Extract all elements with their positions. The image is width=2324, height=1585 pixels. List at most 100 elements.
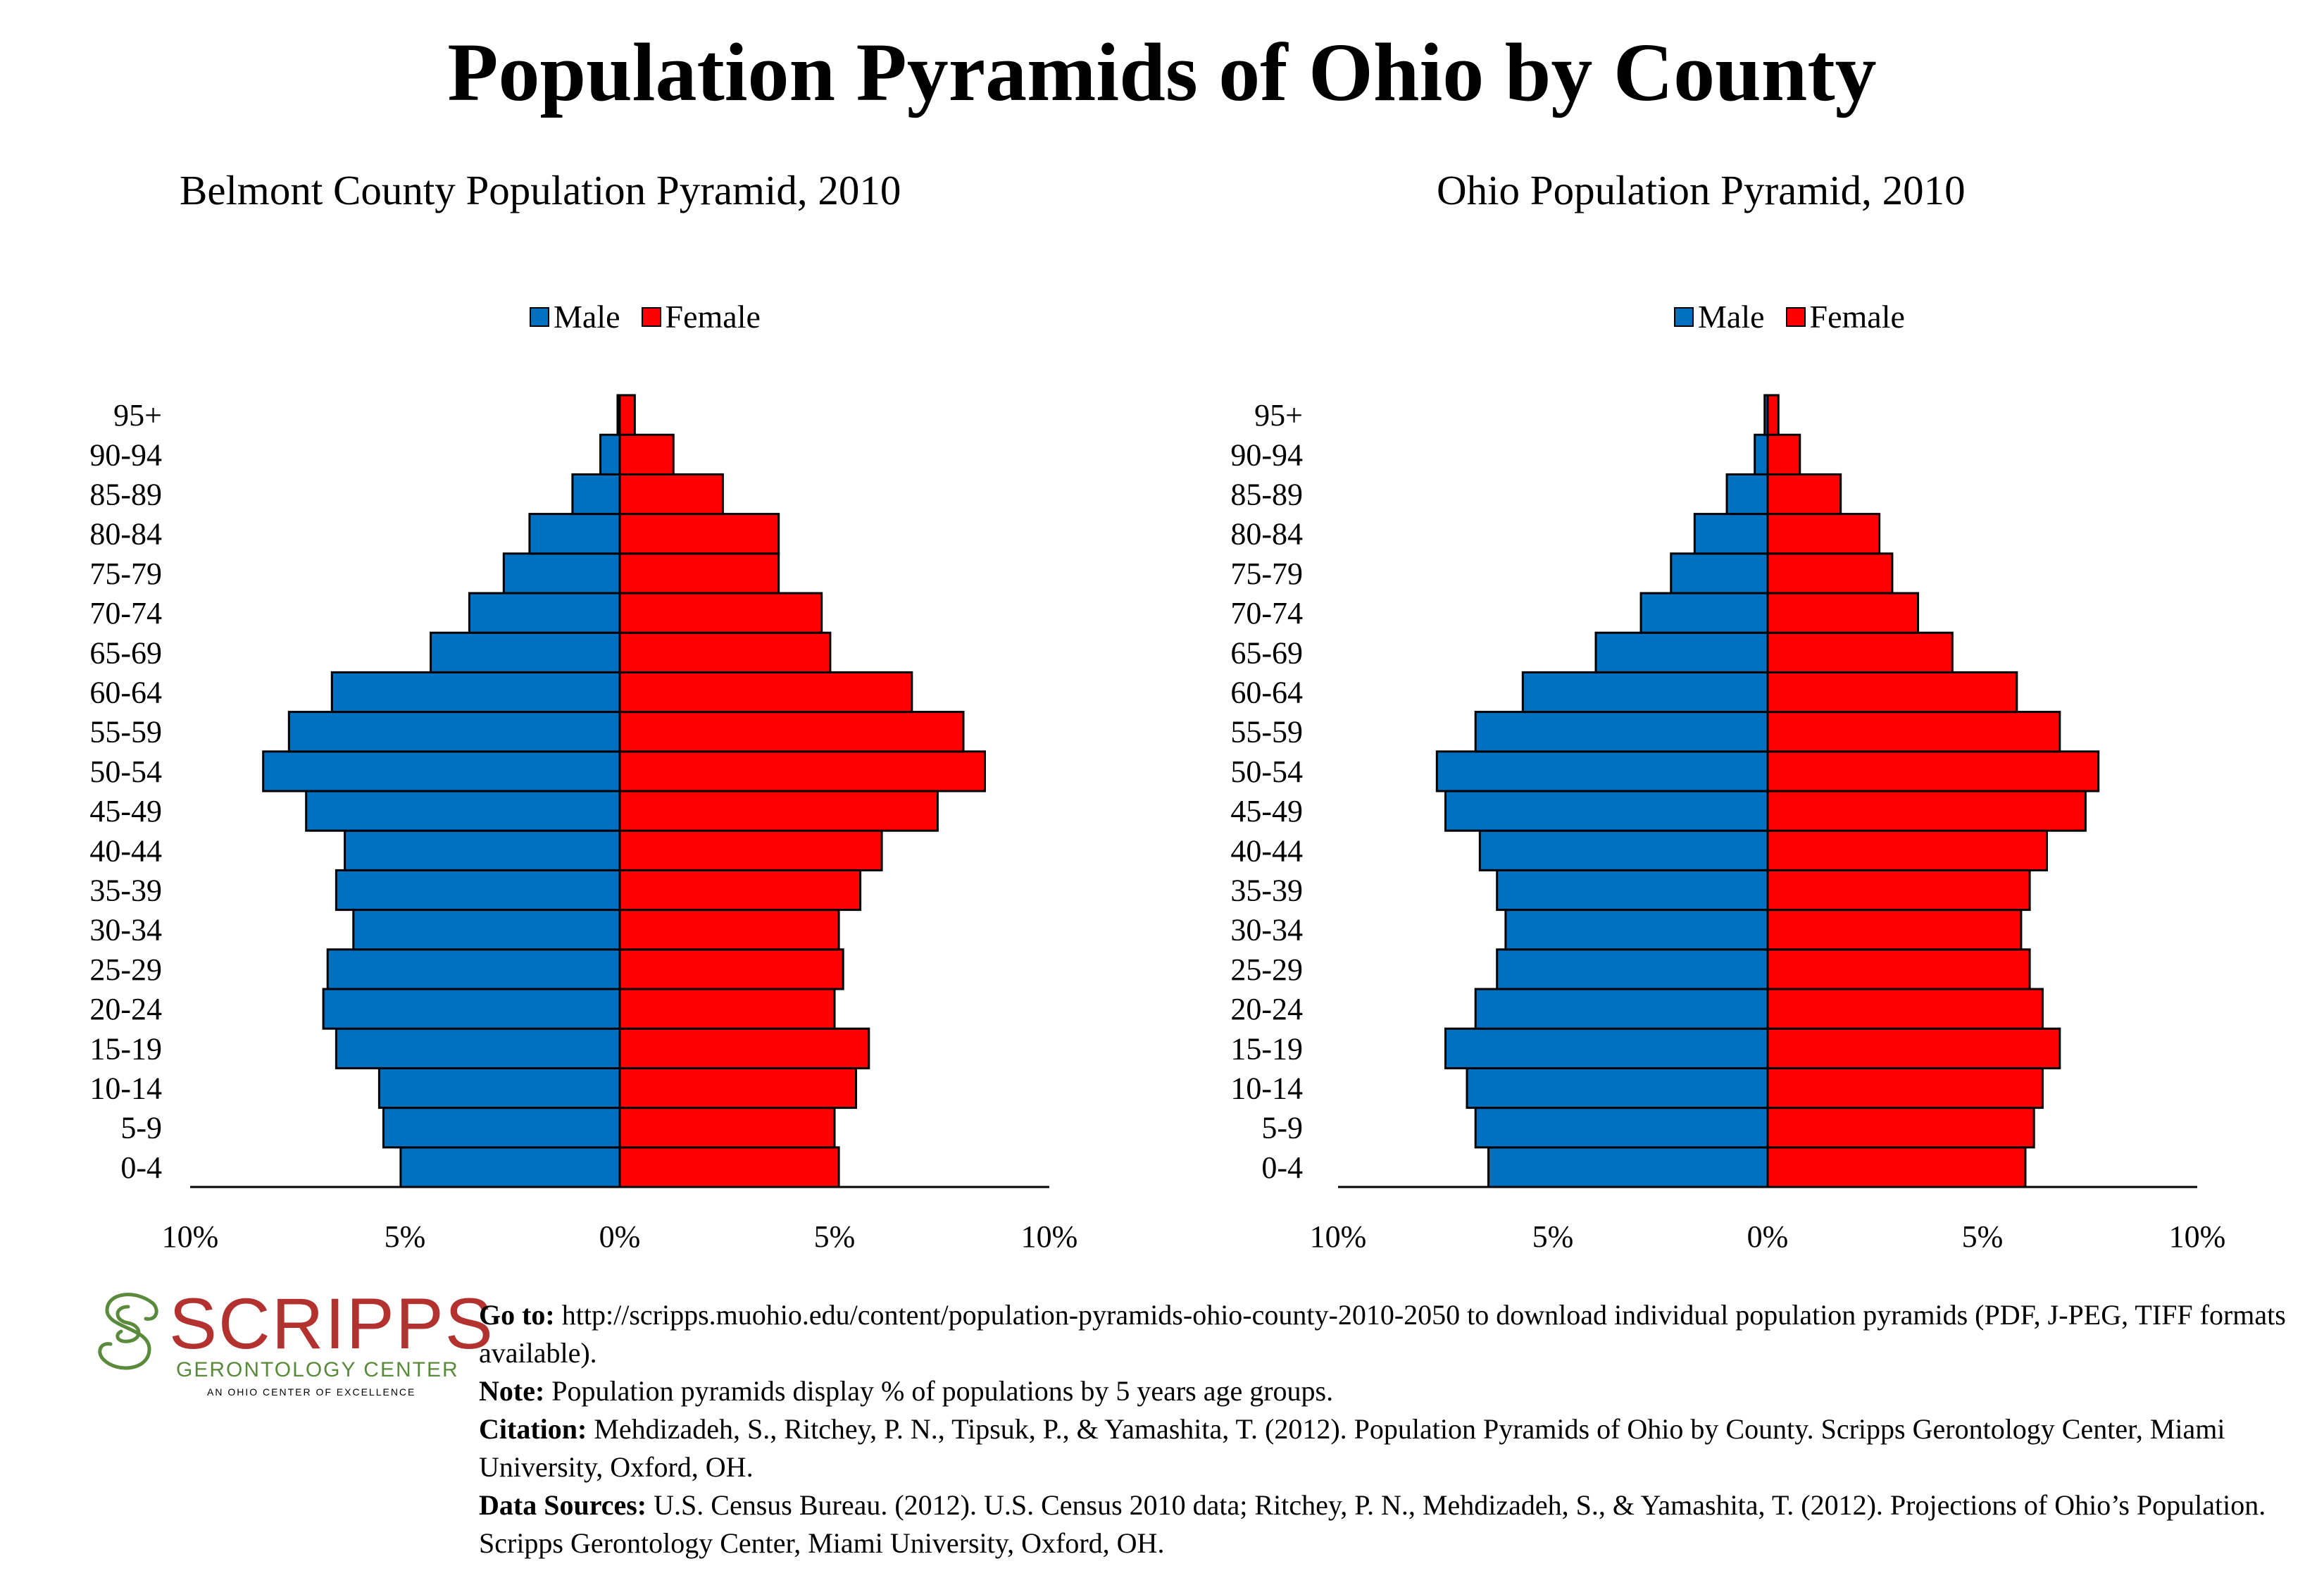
- male-bar-25-29: [326, 948, 621, 990]
- note-text: Population pyramids display % of populat…: [551, 1375, 1334, 1407]
- female-bar-40-44: [1766, 829, 2048, 871]
- x-tick-label: 10%: [162, 1219, 219, 1254]
- goto-label: Go to:: [479, 1299, 555, 1331]
- age-label-55-59: 55-59: [89, 715, 162, 750]
- female-bar-80-84: [618, 513, 780, 555]
- age-label-60-64: 60-64: [89, 676, 162, 710]
- female-bar-95+: [618, 394, 636, 436]
- age-label-15-19: 15-19: [1230, 1031, 1303, 1066]
- x-tick-label: 5%: [1962, 1219, 2004, 1254]
- female-bar-20-24: [1766, 988, 2044, 1030]
- male-bar-25-29: [1496, 948, 1769, 990]
- female-bar-70-74: [618, 592, 823, 634]
- chart-legend: Male Female: [1674, 296, 1926, 338]
- x-tick-label: 10%: [2169, 1219, 2226, 1254]
- male-bar-30-34: [352, 909, 621, 951]
- age-label-90-94: 90-94: [1230, 437, 1303, 472]
- age-label-20-24: 20-24: [89, 992, 162, 1026]
- female-bar-5-9: [618, 1107, 836, 1149]
- female-bar-90-94: [1766, 433, 1801, 476]
- age-label-75-79: 75-79: [89, 557, 162, 591]
- female-bar-0-4: [618, 1146, 840, 1188]
- female-bar-50-54: [1766, 750, 2100, 792]
- age-label-15-19: 15-19: [89, 1031, 162, 1066]
- age-label-0-4: 0-4: [120, 1150, 162, 1185]
- male-bar-0-4: [399, 1146, 621, 1188]
- age-label-40-44: 40-44: [89, 833, 162, 868]
- citation-label: Citation:: [479, 1413, 587, 1445]
- age-label-85-89: 85-89: [1230, 478, 1303, 512]
- male-bar-75-79: [502, 552, 621, 595]
- legend-swatch-female: [641, 307, 661, 327]
- age-label-45-49: 45-49: [89, 794, 162, 828]
- sources-label: Data Sources:: [479, 1489, 647, 1521]
- age-label-70-74: 70-74: [1230, 596, 1303, 630]
- male-bar-45-49: [305, 790, 621, 832]
- chart-legend: Male Female: [530, 296, 782, 338]
- pyramid-plot: 0-4 5-9 10-14 15-19 20-24 25-29 30-34 35-39 40-4…: [89, 394, 1078, 1254]
- age-label-50-54: 50-54: [1230, 754, 1303, 789]
- note-line: Note: Population pyramids display % of p…: [479, 1372, 2310, 1410]
- age-label-55-59: 55-59: [1230, 715, 1303, 750]
- age-label-65-69: 65-69: [1230, 635, 1303, 670]
- x-tick-label: 10%: [1310, 1219, 1367, 1254]
- female-bar-10-14: [618, 1067, 857, 1110]
- scripps-swirl-icon: [98, 1293, 158, 1370]
- female-bar-75-79: [618, 552, 780, 595]
- legend-swatch-male: [1674, 307, 1694, 327]
- x-tick-label: 5%: [814, 1219, 856, 1254]
- ohio-pyramid-chart: Ohio Population Pyramid, 2010 Male Femal…: [1141, 141, 2282, 1268]
- female-bar-60-64: [618, 671, 913, 714]
- female-bar-45-49: [618, 790, 939, 832]
- male-bar-90-94: [599, 433, 621, 476]
- male-bar-20-24: [322, 988, 621, 1030]
- female-bar-15-19: [1766, 1027, 2061, 1069]
- female-bar-55-59: [1766, 711, 2061, 753]
- male-bar-10-14: [1466, 1067, 1769, 1110]
- age-label-20-24: 20-24: [1230, 992, 1303, 1026]
- female-bar-60-64: [1766, 671, 2018, 714]
- page-title: Population Pyramids of Ohio by County: [447, 26, 1877, 118]
- goto-text: http://scripps.muohio.edu/content/popula…: [479, 1299, 2286, 1369]
- legend-label-female: Female: [665, 299, 761, 335]
- legend-swatch-male: [530, 307, 549, 327]
- female-bar-75-79: [1766, 552, 1894, 595]
- female-bar-25-29: [1766, 948, 2031, 990]
- sources-text: U.S. Census Bureau. (2012). U.S. Census …: [479, 1489, 2266, 1559]
- male-bar-20-24: [1474, 988, 1769, 1030]
- female-bar-55-59: [618, 711, 965, 753]
- female-bar-35-39: [1766, 869, 2031, 912]
- female-bar-5-9: [1766, 1107, 2035, 1149]
- age-label-25-29: 25-29: [1230, 952, 1303, 987]
- legend-item-female: Female: [641, 296, 761, 338]
- male-bar-85-89: [1725, 473, 1769, 516]
- age-label-95+: 95+: [113, 398, 162, 433]
- male-bar-60-64: [1521, 671, 1769, 714]
- male-bar-70-74: [1639, 592, 1769, 634]
- male-bar-55-59: [1474, 711, 1769, 753]
- female-bar-85-89: [618, 473, 724, 516]
- legend-item-male: Male: [1674, 296, 1765, 338]
- female-bar-10-14: [1766, 1067, 2044, 1110]
- male-bar-75-79: [1670, 552, 1769, 595]
- male-bar-85-89: [571, 473, 621, 516]
- age-label-95+: 95+: [1254, 398, 1303, 433]
- male-bar-40-44: [344, 829, 621, 871]
- age-label-50-54: 50-54: [89, 754, 162, 789]
- male-bar-50-54: [262, 750, 621, 792]
- age-label-80-84: 80-84: [1230, 517, 1303, 552]
- x-tick-label: 10%: [1021, 1219, 1078, 1254]
- x-tick-label: 5%: [1532, 1219, 1574, 1254]
- male-bar-5-9: [382, 1107, 621, 1149]
- age-label-45-49: 45-49: [1230, 794, 1303, 828]
- female-bar-15-19: [618, 1027, 870, 1069]
- age-label-75-79: 75-79: [1230, 557, 1303, 591]
- female-bar-40-44: [618, 829, 883, 871]
- footer-notes: Go to: http://scripps.muohio.edu/content…: [479, 1296, 2310, 1562]
- citation-text: Mehdizadeh, S., Ritchey, P. N., Tipsuk, …: [479, 1413, 2225, 1483]
- legend-item-female: Female: [1785, 296, 1905, 338]
- age-label-0-4: 0-4: [1261, 1150, 1303, 1185]
- male-bar-35-39: [335, 869, 621, 912]
- male-bar-55-59: [287, 711, 621, 753]
- note-label: Note:: [479, 1375, 545, 1407]
